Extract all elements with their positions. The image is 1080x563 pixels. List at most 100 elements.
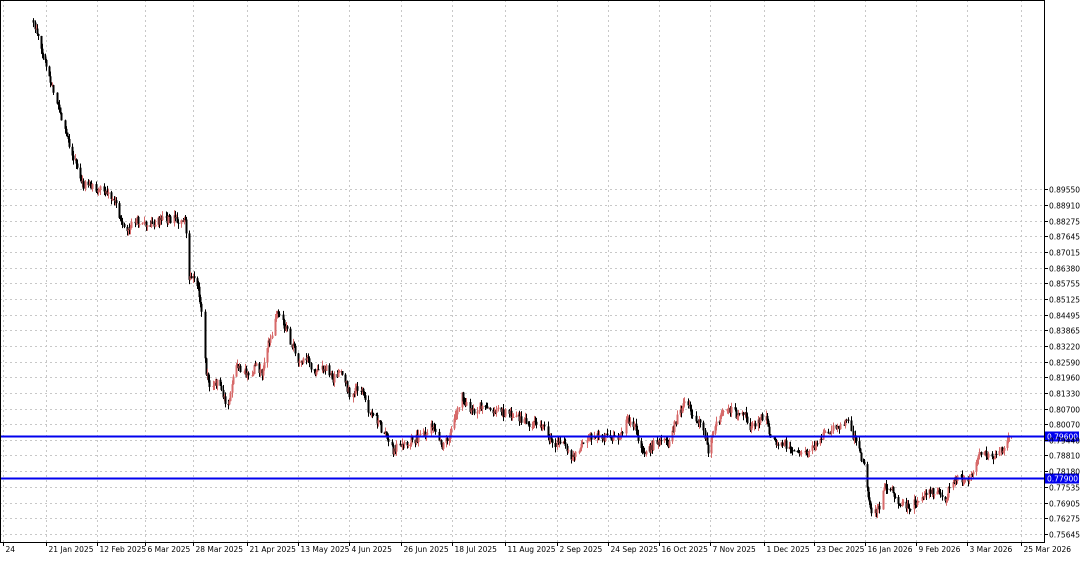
candle-bear[interactable] [362, 388, 365, 393]
candle-layer[interactable] [32, 18, 1013, 519]
candle-bull[interactable] [228, 401, 231, 405]
candle-bear[interactable] [76, 163, 79, 168]
candle-bear[interactable] [564, 442, 567, 446]
candle-bear[interactable] [118, 203, 121, 218]
candle-bull[interactable] [167, 215, 170, 224]
candle-bull[interactable] [830, 430, 833, 434]
candle-bear[interactable] [205, 358, 208, 375]
candle-bear[interactable] [67, 136, 70, 139]
candle-bear[interactable] [80, 178, 83, 183]
candle-bull[interactable] [1003, 447, 1006, 451]
candle-bull[interactable] [146, 225, 149, 227]
candle-bear[interactable] [938, 490, 941, 493]
candle-bull[interactable] [916, 502, 919, 506]
candle-bear[interactable] [360, 390, 363, 392]
candle-bear[interactable] [691, 415, 694, 417]
candle-bear[interactable] [40, 35, 43, 49]
candle-bear[interactable] [858, 441, 861, 449]
candle-bull[interactable] [814, 445, 817, 448]
candle-bear[interactable] [32, 20, 35, 23]
candle-bear[interactable] [96, 191, 99, 193]
candle-bear[interactable] [699, 419, 702, 423]
candle-bull[interactable] [712, 433, 715, 435]
candle-bull[interactable] [946, 497, 949, 500]
candle-bull[interactable] [419, 433, 422, 435]
candle-bear[interactable] [932, 488, 935, 495]
candle-bear[interactable] [317, 369, 320, 371]
candle-bull[interactable] [262, 368, 265, 376]
candle-bear[interactable] [793, 450, 796, 452]
candle-bull[interactable] [975, 462, 978, 472]
candle-bull[interactable] [1007, 437, 1010, 441]
candle-bear[interactable] [991, 453, 994, 457]
candle-bear[interactable] [613, 435, 616, 437]
candle-bull[interactable] [409, 444, 412, 446]
candle-bull[interactable] [598, 434, 601, 436]
candle-bull[interactable] [523, 419, 526, 423]
candle-bull[interactable] [426, 433, 429, 435]
candle-bull[interactable] [338, 371, 341, 373]
candle-bear[interactable] [371, 412, 374, 414]
candle-bear[interactable] [1001, 447, 1004, 453]
candle-bear[interactable] [36, 28, 39, 35]
candle-bull[interactable] [129, 227, 132, 230]
candle-bear[interactable] [773, 437, 776, 439]
candle-bear[interactable] [534, 421, 537, 423]
candle-bear[interactable] [897, 497, 900, 504]
candle-bear[interactable] [289, 328, 292, 345]
candle-bear[interactable] [463, 401, 466, 403]
candle-bull[interactable] [417, 434, 420, 443]
candle-bear[interactable] [707, 444, 710, 454]
candle-bear[interactable] [247, 372, 250, 376]
candle-bull[interactable] [533, 421, 536, 424]
candle-bear[interactable] [971, 473, 974, 475]
candle-bear[interactable] [380, 422, 383, 433]
candle-bull[interactable] [410, 437, 413, 445]
candle-bear[interactable] [50, 82, 53, 86]
candle-bear[interactable] [446, 437, 449, 442]
candle-bull[interactable] [481, 405, 484, 410]
candle-bull[interactable] [750, 426, 753, 431]
candle-bear[interactable] [637, 435, 640, 442]
candle-bull[interactable] [315, 371, 318, 375]
candle-bear[interactable] [850, 420, 853, 432]
candle-bear[interactable] [219, 379, 222, 386]
candle-bull[interactable] [251, 375, 254, 377]
candle-bear[interactable] [980, 452, 983, 455]
candle-bear[interactable] [79, 167, 82, 179]
candle-bear[interactable] [899, 505, 902, 507]
candle-bear[interactable] [356, 386, 359, 391]
candle-bear[interactable] [953, 482, 956, 484]
candle-bear[interactable] [58, 104, 61, 108]
candle-bear[interactable] [745, 412, 748, 417]
candle-bear[interactable] [557, 440, 560, 443]
candle-bull[interactable] [352, 393, 355, 398]
candle-bear[interactable] [48, 66, 51, 77]
candle-bull[interactable] [316, 369, 319, 372]
candle-bull[interactable] [720, 412, 723, 416]
candle-bear[interactable] [640, 441, 643, 448]
candle-bull[interactable] [259, 369, 262, 374]
candle-bear[interactable] [66, 132, 69, 137]
candle-bear[interactable] [908, 508, 911, 510]
candle-bear[interactable] [200, 303, 203, 312]
candle-bull[interactable] [571, 459, 574, 461]
candle-bull[interactable] [1002, 450, 1005, 453]
candle-bull[interactable] [497, 407, 500, 410]
candle-bull[interactable] [663, 438, 666, 441]
candle-bear[interactable] [492, 409, 495, 414]
candle-bull[interactable] [683, 401, 686, 404]
candle-bear[interactable] [594, 436, 597, 438]
candle-bear[interactable] [87, 181, 90, 186]
candle-bear[interactable] [49, 76, 52, 83]
candle-bear[interactable] [660, 440, 663, 442]
candle-bull[interactable] [970, 473, 973, 477]
candle-bear[interactable] [462, 392, 465, 402]
candle-bear[interactable] [224, 396, 227, 404]
candle-bull[interactable] [453, 418, 456, 429]
candle-bull[interactable] [751, 425, 754, 427]
candle-bull[interactable] [998, 451, 1001, 456]
candle-bear[interactable] [283, 319, 286, 329]
candle-bear[interactable] [387, 438, 390, 442]
candle-bear[interactable] [796, 450, 799, 452]
